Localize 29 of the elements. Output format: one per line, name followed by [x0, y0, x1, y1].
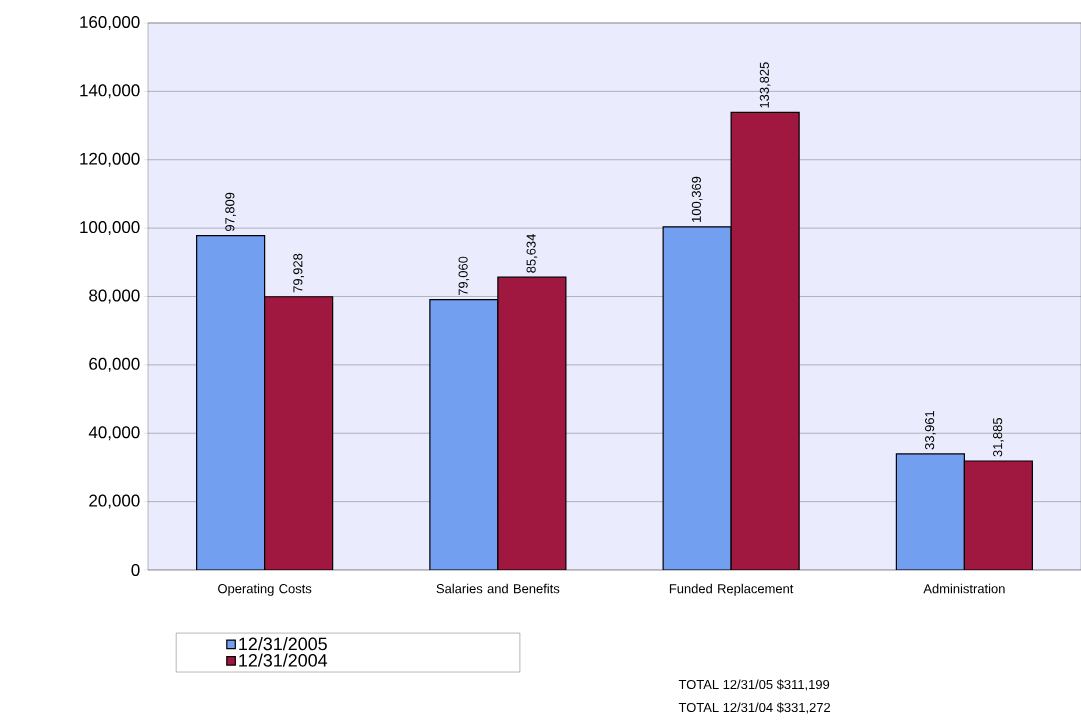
- text: 33,961: [925, 410, 936, 450]
- y-tick-label: 40,000: [88, 426, 140, 441]
- text: 79,060: [458, 256, 470, 296]
- text: 97,809: [225, 192, 236, 232]
- legend-label: 12/31/2005: [239, 637, 327, 651]
- x-tick-label: Administration: [923, 583, 1005, 594]
- text: 85,634: [526, 234, 538, 273]
- text: 133,825: [759, 62, 771, 108]
- bar: [497, 276, 567, 570]
- bar: [963, 460, 1033, 570]
- y-tick-label: 20,000: [89, 494, 140, 509]
- y-tick-label: 160,000: [80, 15, 140, 30]
- y-tick-label: 100,000: [80, 221, 140, 236]
- text: 31,885: [993, 418, 1004, 457]
- y-tick-label: 140,000: [80, 84, 140, 99]
- y-tick-label: 80,000: [89, 289, 140, 304]
- bar: [264, 296, 334, 570]
- y-tick-label: 0: [131, 563, 140, 576]
- bar: [730, 111, 800, 570]
- x-tick-label: Operating Costs: [218, 583, 312, 596]
- text: TOTAL 12/31/04 $331,272: [678, 702, 831, 714]
- text: 79,928: [293, 253, 304, 293]
- x-tick-label: Salaries and Benefits: [436, 583, 560, 594]
- text: TOTAL 12/31/05 $311,199: [678, 679, 830, 691]
- y-tick-label: 60,000: [89, 357, 140, 372]
- y-tick-label: 120,000: [80, 152, 140, 167]
- text: 100,369: [691, 176, 703, 222]
- x-tick-label: Funded Replacement: [669, 583, 794, 596]
- legend-label: 12/31/2004: [239, 653, 328, 667]
